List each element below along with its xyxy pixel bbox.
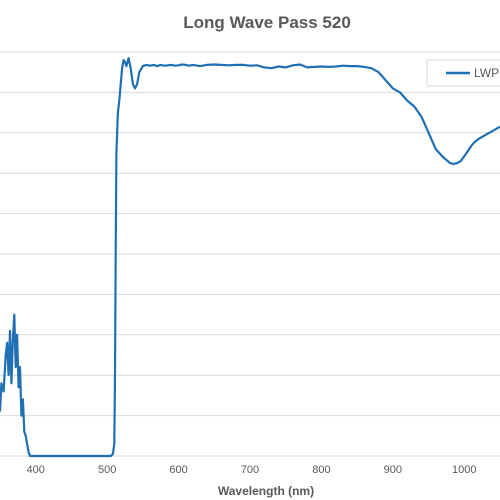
legend: LWP xyxy=(426,59,500,87)
gridlines xyxy=(0,51,500,457)
x-tick-labels: 400 500 600 700 800 900 1000 xyxy=(27,464,477,476)
x-tick-label: 800 xyxy=(312,464,330,476)
x-tick-label: 500 xyxy=(98,464,116,476)
x-tick-label: 600 xyxy=(169,464,187,476)
x-tick-label: 1000 xyxy=(452,464,476,476)
chart-title: Long Wave Pass 520 xyxy=(183,13,351,32)
x-tick-label: 400 xyxy=(27,464,45,476)
series-line-lwp xyxy=(0,57,500,458)
legend-label: LWP xyxy=(474,66,499,80)
x-axis-label: Wavelength (nm) xyxy=(218,484,314,498)
x-tick-label: 900 xyxy=(384,464,402,476)
series-layer xyxy=(0,57,500,458)
x-tick-label: 700 xyxy=(241,464,259,476)
